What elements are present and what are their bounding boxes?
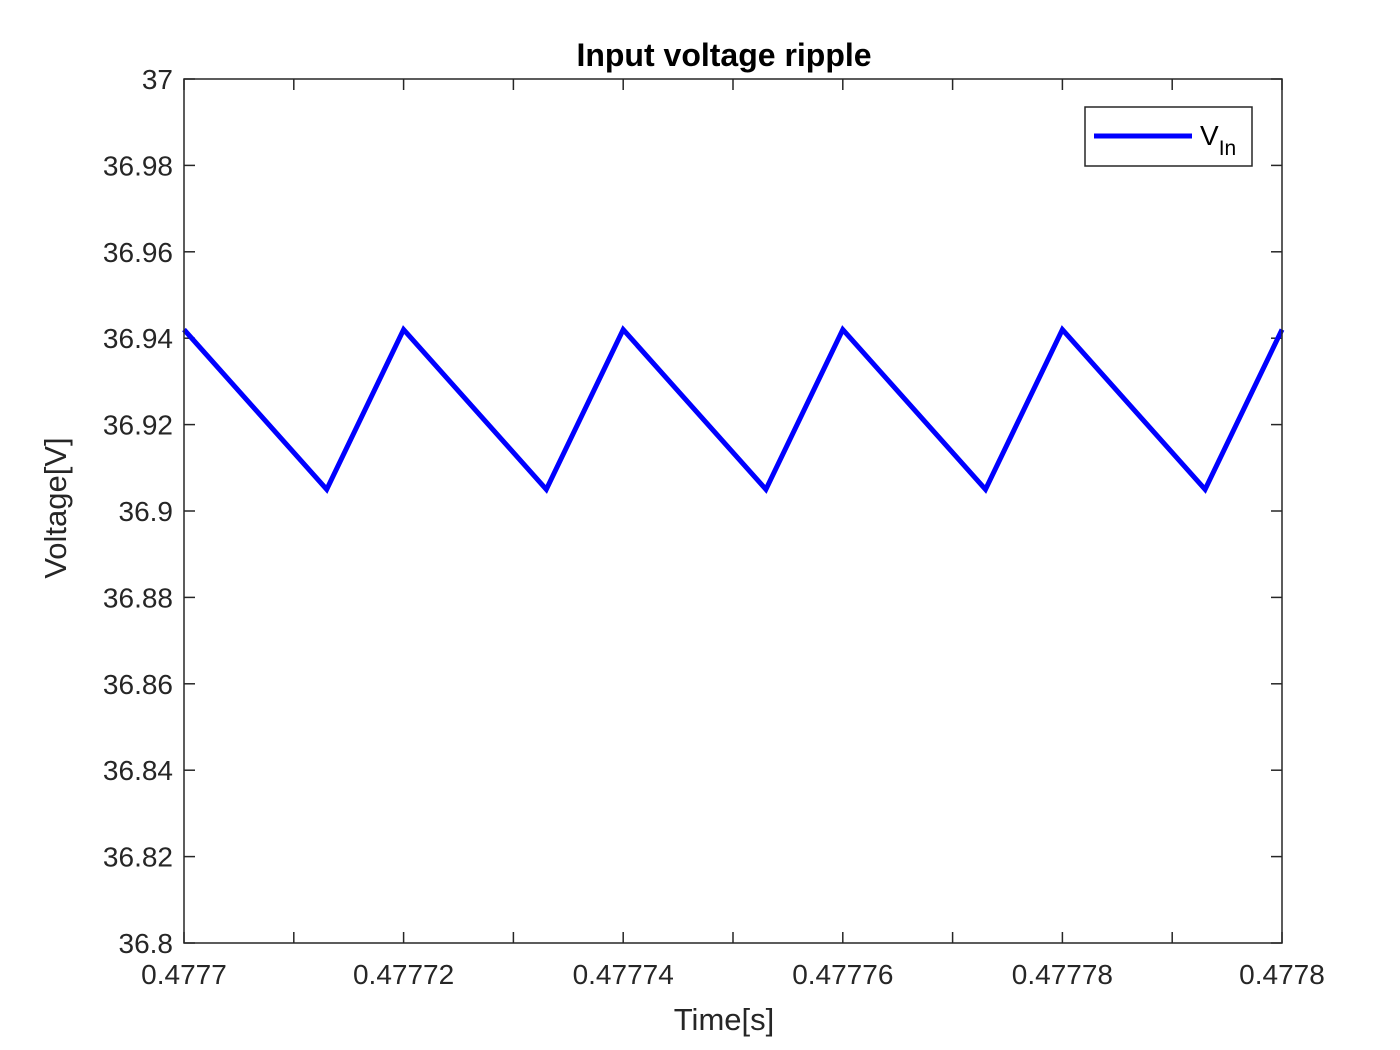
chart-title: Input voltage ripple [576, 37, 871, 73]
y-tick-label: 36.96 [103, 237, 173, 268]
x-tick-label: 0.47776 [792, 959, 893, 990]
y-tick-label: 36.9 [119, 496, 174, 527]
y-tick-label: 37 [142, 64, 173, 95]
y-tick-label: 36.92 [103, 410, 173, 441]
plot-area [184, 79, 1282, 943]
y-tick-label: 36.84 [103, 755, 173, 786]
y-tick-label: 36.86 [103, 669, 173, 700]
y-tick-label: 36.8 [119, 928, 174, 959]
legend: VIn [1084, 106, 1253, 167]
x-tick-label: 0.47774 [573, 959, 674, 990]
y-axis-ticks: 36.8 36.82 36.84 36.86 36.88 36.9 36.92 36.94 36… [103, 64, 1282, 959]
x-tick-label: 0.4777 [141, 959, 227, 990]
x-tick-label: 0.4778 [1239, 959, 1325, 990]
y-tick-label: 36.88 [103, 582, 173, 613]
x-tick-label: 0.47778 [1012, 959, 1113, 990]
x-tick-label: 0.47772 [353, 959, 454, 990]
legend-entry-v-in: VIn [1200, 120, 1236, 160]
legend-series-subscript: In [1219, 137, 1237, 160]
x-axis-ticks: 0.4777 0.47772 0.47774 0.47776 0.47778 0.4778 [141, 79, 1325, 990]
y-axis-label: Voltage[V] [38, 437, 73, 578]
y-tick-label: 36.98 [103, 150, 173, 181]
plot-frame [183, 78, 1283, 944]
x-axis-label: Time[s] [674, 1002, 774, 1037]
y-tick-label: 36.82 [103, 842, 173, 873]
y-tick-label: 36.94 [103, 323, 173, 354]
series-layer [182, 325, 1285, 494]
legend-series-name: V [1200, 120, 1219, 151]
series-line-v-in [182, 325, 1285, 494]
